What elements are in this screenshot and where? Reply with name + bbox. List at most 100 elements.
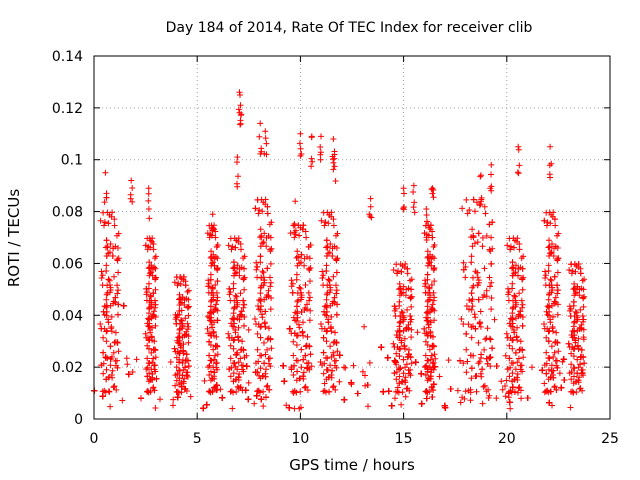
data-point — [554, 290, 561, 297]
data-point — [502, 383, 508, 389]
data-point — [100, 308, 107, 315]
data-point — [365, 403, 371, 410]
data-point — [482, 210, 489, 217]
data-point — [464, 210, 471, 217]
data-point — [288, 277, 295, 284]
data-point — [519, 301, 526, 308]
data-point — [252, 316, 258, 322]
data-point — [542, 272, 549, 279]
data-point — [281, 378, 288, 385]
data-point — [348, 379, 355, 386]
data-point — [280, 362, 287, 369]
data-point — [394, 388, 401, 395]
data-point — [423, 388, 430, 394]
data-point — [402, 393, 409, 400]
data-point — [107, 343, 114, 350]
data-point — [529, 364, 535, 371]
data-point — [267, 306, 274, 313]
data-point — [262, 323, 269, 330]
data-point — [144, 388, 151, 395]
data-point — [305, 289, 312, 296]
data-point — [105, 276, 112, 283]
data-point — [214, 351, 221, 358]
data-point — [261, 360, 268, 367]
data-point — [295, 297, 302, 304]
data-point — [323, 354, 329, 361]
data-point — [506, 342, 513, 349]
data-point — [187, 393, 194, 400]
data-point — [245, 379, 252, 386]
data-point — [561, 377, 568, 383]
data-point — [174, 388, 181, 395]
data-point — [245, 326, 252, 333]
data-point — [489, 345, 496, 352]
data-point — [102, 354, 109, 361]
data-point — [475, 339, 482, 346]
data-point — [499, 386, 506, 393]
data-point — [293, 271, 300, 278]
data-point — [241, 301, 248, 308]
data-point — [297, 388, 304, 395]
data-point — [182, 282, 189, 289]
data-point — [302, 282, 309, 288]
data-point — [307, 294, 313, 301]
data-point — [388, 402, 395, 409]
data-point — [384, 354, 391, 361]
data-point — [509, 285, 516, 292]
data-point — [512, 349, 519, 356]
data-point — [341, 364, 347, 371]
data-point — [105, 319, 112, 326]
data-point — [468, 365, 475, 372]
data-point — [254, 346, 261, 353]
data-point — [261, 320, 268, 327]
data-point — [251, 400, 258, 407]
data-point — [391, 357, 398, 364]
data-point — [289, 289, 296, 296]
data-point — [481, 346, 488, 353]
data-point — [106, 388, 113, 395]
data-point — [185, 312, 192, 319]
data-point — [552, 294, 559, 301]
data-point — [243, 363, 250, 370]
data-point — [498, 378, 505, 385]
data-point — [471, 311, 478, 318]
data-point — [103, 268, 110, 274]
data-point — [470, 274, 476, 281]
data-point — [502, 352, 509, 359]
data-point — [307, 351, 314, 358]
data-point — [397, 365, 404, 372]
data-point — [350, 362, 357, 369]
data-point — [551, 383, 558, 390]
data-point — [318, 217, 325, 224]
data-point — [488, 260, 495, 267]
data-point — [172, 382, 179, 389]
data-point — [396, 280, 403, 287]
data-point — [553, 329, 560, 336]
data-point — [150, 384, 157, 391]
data-point — [406, 346, 412, 353]
data-point — [266, 355, 273, 362]
data-point — [544, 219, 551, 226]
data-point — [329, 367, 336, 374]
data-point — [143, 366, 150, 373]
data-point — [171, 279, 178, 286]
data-point — [491, 316, 498, 323]
data-point — [398, 308, 405, 315]
data-point — [503, 330, 510, 337]
data-point — [467, 397, 474, 404]
data-point — [542, 275, 549, 281]
data-point — [212, 352, 219, 359]
data-point — [308, 363, 315, 370]
data-point — [407, 313, 414, 319]
data-point — [103, 244, 109, 251]
data-point — [508, 243, 514, 250]
data-point — [214, 255, 221, 262]
data-point — [238, 246, 244, 253]
data-point — [429, 394, 436, 400]
data-point — [479, 400, 486, 407]
data-point — [380, 388, 387, 395]
data-point — [320, 388, 327, 395]
data-point — [539, 367, 546, 374]
data-point — [111, 222, 118, 229]
data-point — [231, 360, 238, 367]
